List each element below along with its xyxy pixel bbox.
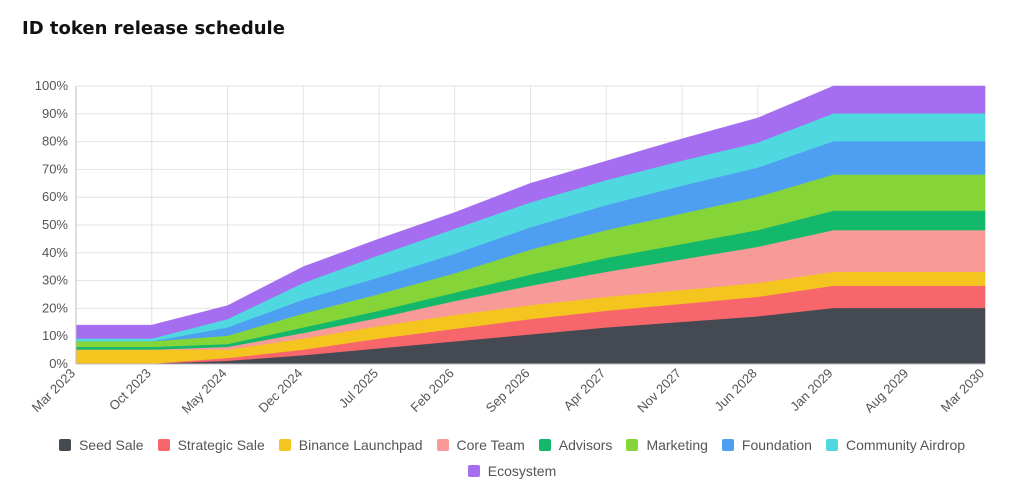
x-tick-label: Dec 2024 [255, 366, 305, 416]
x-tick-label: Mar 2023 [29, 366, 78, 415]
x-tick-label: Mar 2030 [938, 366, 987, 415]
y-axis-tick-labels: 0% 10% 20% 30% 40% 50% 60% 70% 80% 90% 100% [35, 78, 69, 371]
legend-item-strategic-sale[interactable]: Strategic Sale [157, 437, 265, 453]
legend-swatch [278, 439, 291, 451]
legend-label: Binance Launchpad [298, 437, 423, 453]
x-tick-label: Sep 2026 [483, 366, 533, 416]
legend-swatch [58, 439, 71, 451]
legend-item-foundation[interactable]: Foundation [721, 437, 812, 453]
legend-item-advisors[interactable]: Advisors [538, 437, 613, 453]
legend-label: Marketing [646, 437, 708, 453]
x-tick-label: Oct 2023 [106, 366, 154, 414]
y-tick-label: 60% [42, 189, 68, 204]
y-tick-label: 90% [42, 106, 68, 121]
legend-label: Advisors [558, 437, 613, 453]
x-tick-label: Jun 2028 [711, 366, 759, 414]
x-tick-label: Feb 2026 [407, 366, 456, 415]
legend-label: Strategic Sale [177, 437, 265, 453]
x-tick-label: Aug 2029 [861, 366, 911, 416]
y-tick-label: 40% [42, 245, 68, 260]
y-tick-label: 100% [35, 78, 69, 93]
legend-label: Community Airdrop [845, 437, 966, 453]
x-axis-tick-labels: Mar 2023 Oct 2023 May 2024 Dec 2024 Jul 2025… [29, 366, 987, 417]
legend-swatch [467, 465, 480, 477]
legend-item-binance-launchpad[interactable]: Binance Launchpad [278, 437, 423, 453]
legend-swatch [538, 439, 551, 451]
x-tick-label: Jan 2029 [787, 366, 835, 414]
axes [75, 86, 985, 365]
y-tick-label: 80% [42, 134, 68, 149]
x-tick-label: Nov 2027 [634, 366, 684, 416]
legend-item-marketing[interactable]: Marketing [626, 437, 708, 453]
y-tick-label: 70% [42, 161, 68, 176]
legend-item-core-team[interactable]: Core Team [436, 437, 525, 453]
legend-label: Ecosystem [487, 463, 557, 479]
legend-swatch [626, 439, 639, 451]
stacked-area-chart: 0% 10% 20% 30% 40% 50% 60% 70% 80% 90% 100% Mar 20… [29, 78, 987, 417]
legend-item-ecosystem[interactable]: Ecosystem [467, 463, 557, 479]
chart-title: ID token release schedule [22, 18, 285, 39]
legend-swatch [157, 439, 170, 451]
y-tick-label: 50% [42, 217, 68, 232]
legend-item-community-airdrop[interactable]: Community Airdrop [825, 437, 966, 453]
y-tick-label: 10% [42, 328, 68, 343]
legend-swatch [825, 439, 838, 451]
x-tick-label: Jul 2025 [336, 366, 381, 411]
x-tick-label: Apr 2027 [560, 366, 608, 414]
y-tick-label: 20% [42, 300, 68, 315]
legend-item-seed-sale[interactable]: Seed Sale [58, 437, 144, 453]
area-series [75, 85, 986, 365]
y-tick-label: 30% [42, 273, 68, 288]
legend-label: Seed Sale [78, 437, 144, 453]
legend-swatch [721, 439, 734, 451]
legend-label: Foundation [741, 437, 812, 453]
legend-swatch [436, 439, 449, 451]
legend: Seed Sale Strategic Sale Binance Launchpad… [40, 437, 984, 479]
x-tick-label: May 2024 [179, 366, 230, 417]
y-tick-label: 0% [49, 356, 68, 371]
legend-label: Core Team [456, 437, 525, 453]
